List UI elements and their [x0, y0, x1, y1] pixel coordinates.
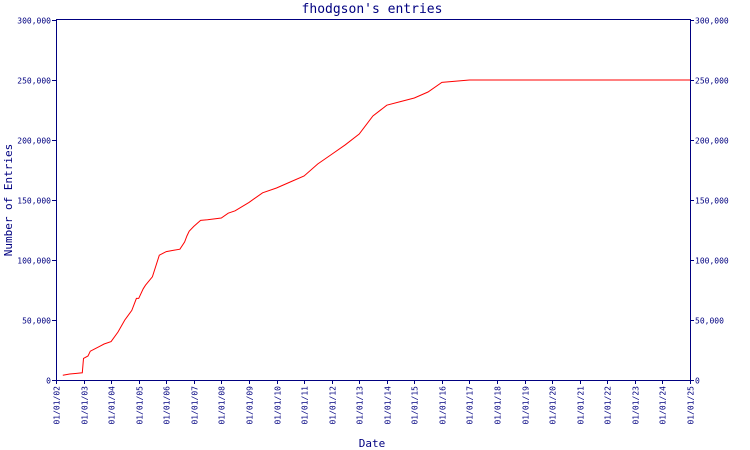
x-axis: 01/01/02 01/01/03 01/01/04 01/01/05 01/01/06… — [53, 380, 696, 425]
x-tick-label: 01/01/11 — [301, 386, 310, 425]
y-tick-label-right: 0 — [695, 377, 700, 386]
x-tick-label: 01/01/17 — [466, 386, 475, 425]
y-axis-label: Number of Entries — [2, 144, 15, 257]
chart-title: fhodgson's entries — [302, 2, 443, 17]
x-tick-label: 01/01/24 — [659, 386, 668, 425]
y-tick-label-right: 100,000 — [695, 257, 729, 266]
x-tick-label: 01/01/12 — [329, 386, 338, 425]
x-tick-label: 01/01/20 — [549, 386, 558, 425]
y-tick-label-right: 250,000 — [695, 77, 729, 86]
x-tick-label: 01/01/14 — [384, 386, 393, 425]
x-tick-label: 01/01/21 — [577, 386, 586, 425]
x-tick-label: 01/01/02 — [53, 386, 62, 425]
y-tick-label-left: 200,000 — [17, 137, 51, 146]
series-group — [62, 79, 690, 376]
y-tick-label-right: 150,000 — [695, 197, 729, 206]
x-tick-label: 01/01/16 — [439, 386, 448, 425]
x-tick-label: 01/01/19 — [522, 386, 531, 425]
y-tick-label-right: 50,000 — [695, 317, 724, 326]
y-tick-label-left: 250,000 — [17, 77, 51, 86]
x-tick-label: 01/01/09 — [246, 386, 255, 425]
x-tick-label: 01/01/03 — [81, 386, 90, 425]
x-tick-label: 01/01/06 — [163, 386, 172, 425]
x-tick-label: 01/01/10 — [274, 386, 283, 425]
y-tick-label-right: 300,000 — [695, 17, 729, 26]
y-tick-label-left: 150,000 — [17, 197, 51, 206]
plot-frame — [56, 19, 691, 381]
x-tick-label: 01/01/15 — [411, 386, 420, 425]
series-line — [62, 79, 690, 376]
x-tick-label: 01/01/07 — [191, 386, 200, 425]
x-tick-label: 01/01/25 — [687, 386, 696, 425]
x-tick-label: 01/01/13 — [356, 386, 365, 425]
y-tick-label-left: 300,000 — [17, 17, 51, 26]
y-tick-label-left: 100,000 — [17, 257, 51, 266]
x-tick-label: 01/01/18 — [494, 386, 503, 425]
x-tick-label: 01/01/04 — [108, 386, 117, 425]
y-tick-label-right: 200,000 — [695, 137, 729, 146]
x-tick-label: 01/01/22 — [604, 386, 613, 425]
x-tick-label: 01/01/08 — [218, 386, 227, 425]
y-axis-left: 0 50,000 100,000 150,000 200,000 250,000 300,0… — [17, 17, 56, 386]
x-tick-label: 01/01/23 — [632, 386, 641, 425]
x-tick-label: 01/01/05 — [136, 386, 145, 425]
y-tick-label-left: 0 — [46, 377, 51, 386]
y-axis-right: 0 50,000 100,000 150,000 200,000 250,000 300,0… — [690, 17, 729, 386]
y-tick-label-left: 50,000 — [22, 317, 51, 326]
x-axis-label: Date — [359, 437, 386, 450]
